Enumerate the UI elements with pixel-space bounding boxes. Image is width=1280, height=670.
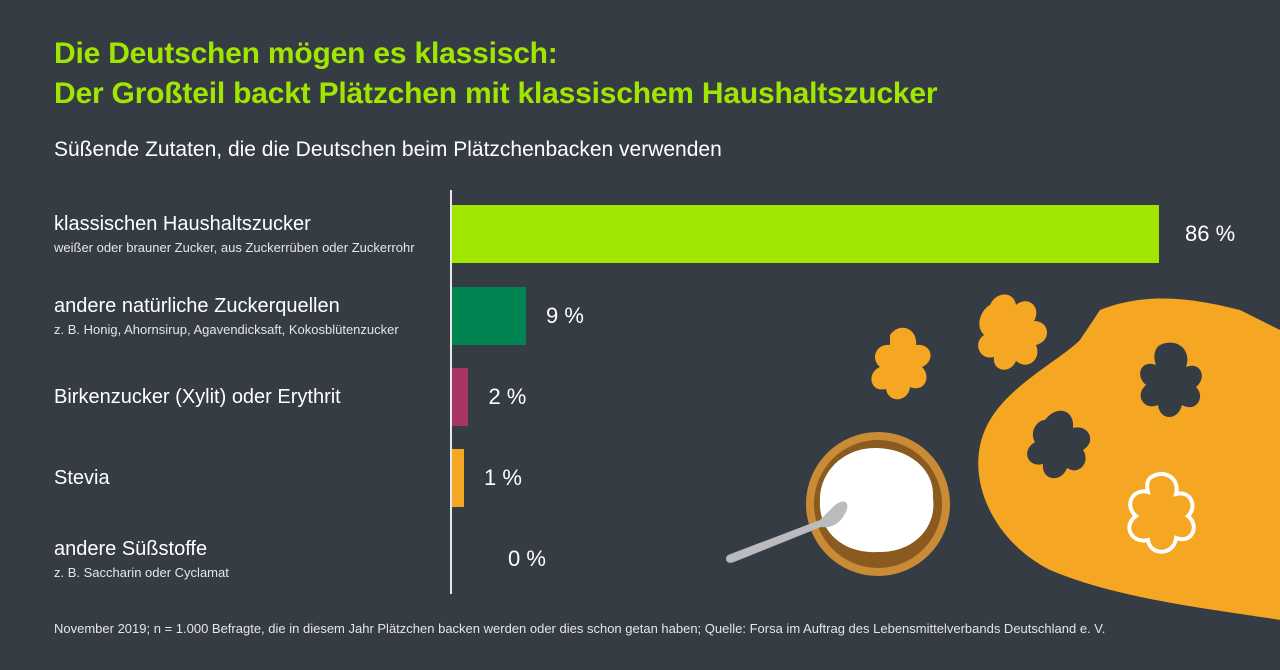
chart-title-line-1: Die Deutschen mögen es klassisch:: [54, 37, 558, 70]
bar: [452, 287, 526, 345]
category-label: klassischen Haushaltszucker: [54, 213, 311, 235]
chart-title-line-2: Der Großteil backt Plätzchen mit klassis…: [54, 77, 938, 110]
category-label: Stevia: [54, 467, 110, 489]
value-label: 0 %: [508, 546, 546, 571]
category-note: weißer oder brauner Zucker, aus Zuckerrü…: [54, 240, 415, 255]
chart-subtitle: Süßende Zutaten, die die Deutschen beim …: [54, 138, 722, 161]
dough-shape: [978, 298, 1280, 620]
footnote-source: November 2019; n = 1.000 Befragte, die i…: [54, 621, 1106, 636]
bar: [452, 449, 464, 507]
cookie-cutout-2: [1027, 410, 1091, 479]
bar: [452, 368, 469, 426]
category-label: andere natürliche Zuckerquellen: [54, 295, 340, 317]
cookie-2: [978, 294, 1048, 370]
category-note: z. B. Saccharin oder Cyclamat: [54, 565, 229, 580]
spoon: [726, 501, 848, 563]
value-label: 1 %: [484, 465, 522, 490]
value-label: 9 %: [545, 303, 584, 328]
value-label: 86 %: [1185, 221, 1236, 246]
category-note: z. B. Honig, Ahornsirup, Agavendicksaft,…: [54, 322, 399, 337]
bar: [452, 205, 1159, 263]
category-label: Birkenzucker (Xylit) oder Erythrit: [54, 386, 341, 408]
chart-title: Die Deutschen mögen es klassisch: Der Gr…: [54, 34, 938, 114]
category-label: andere Süßstoffe: [54, 538, 208, 560]
value-label: 2 %: [488, 384, 527, 409]
cookie-cutter: [1127, 472, 1196, 554]
cookie-cutout-1: [1140, 342, 1202, 417]
cookie-1: [871, 327, 931, 400]
y-axis-line: [450, 190, 452, 594]
sugar: [819, 448, 934, 553]
